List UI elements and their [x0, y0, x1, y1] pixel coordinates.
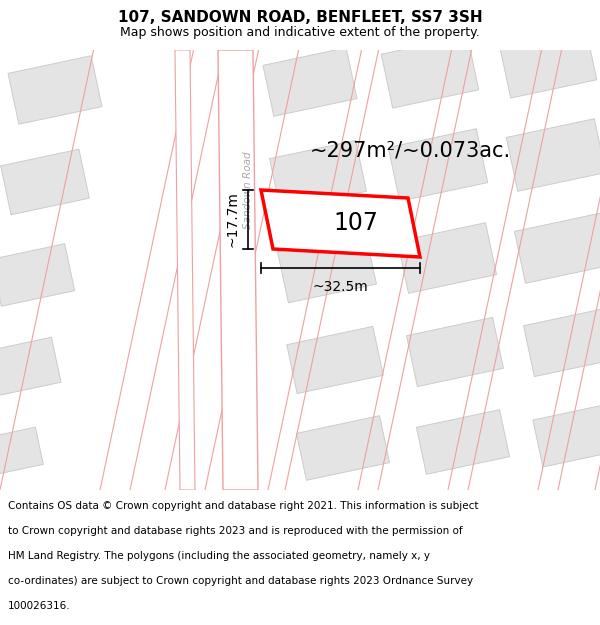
Text: ~17.7m: ~17.7m: [226, 191, 240, 248]
Text: HM Land Registry. The polygons (including the associated geometry, namely x, y: HM Land Registry. The polygons (includin…: [8, 551, 430, 561]
Polygon shape: [261, 190, 420, 257]
Polygon shape: [499, 26, 597, 98]
Text: co-ordinates) are subject to Crown copyright and database rights 2023 Ordnance S: co-ordinates) are subject to Crown copyr…: [8, 576, 473, 586]
Polygon shape: [0, 338, 61, 397]
Polygon shape: [381, 36, 479, 108]
Text: ~297m²/~0.073ac.: ~297m²/~0.073ac.: [310, 140, 511, 160]
Polygon shape: [263, 48, 357, 116]
Text: 107, SANDOWN ROAD, BENFLEET, SS7 3SH: 107, SANDOWN ROAD, BENFLEET, SS7 3SH: [118, 10, 482, 25]
Text: ~32.5m: ~32.5m: [313, 280, 368, 294]
Polygon shape: [397, 222, 497, 293]
Polygon shape: [296, 416, 389, 480]
Polygon shape: [514, 213, 600, 283]
Polygon shape: [0, 427, 43, 477]
Polygon shape: [506, 119, 600, 191]
Polygon shape: [0, 244, 74, 306]
Polygon shape: [8, 56, 102, 124]
Polygon shape: [388, 129, 488, 201]
Polygon shape: [407, 318, 503, 387]
Polygon shape: [175, 50, 195, 490]
Polygon shape: [533, 403, 600, 467]
Polygon shape: [278, 233, 376, 302]
Polygon shape: [218, 50, 258, 490]
Text: Contains OS data © Crown copyright and database right 2021. This information is : Contains OS data © Crown copyright and d…: [8, 501, 478, 511]
Text: 100026316.: 100026316.: [8, 601, 70, 611]
Text: to Crown copyright and database rights 2023 and is reproduced with the permissio: to Crown copyright and database rights 2…: [8, 526, 463, 536]
Polygon shape: [1, 149, 89, 215]
Polygon shape: [287, 326, 383, 394]
Text: Map shows position and indicative extent of the property.: Map shows position and indicative extent…: [120, 26, 480, 39]
Polygon shape: [416, 410, 509, 474]
Polygon shape: [524, 308, 600, 377]
Text: Sandown Road: Sandown Road: [243, 151, 253, 229]
Polygon shape: [269, 141, 367, 209]
Text: 107: 107: [333, 211, 378, 236]
